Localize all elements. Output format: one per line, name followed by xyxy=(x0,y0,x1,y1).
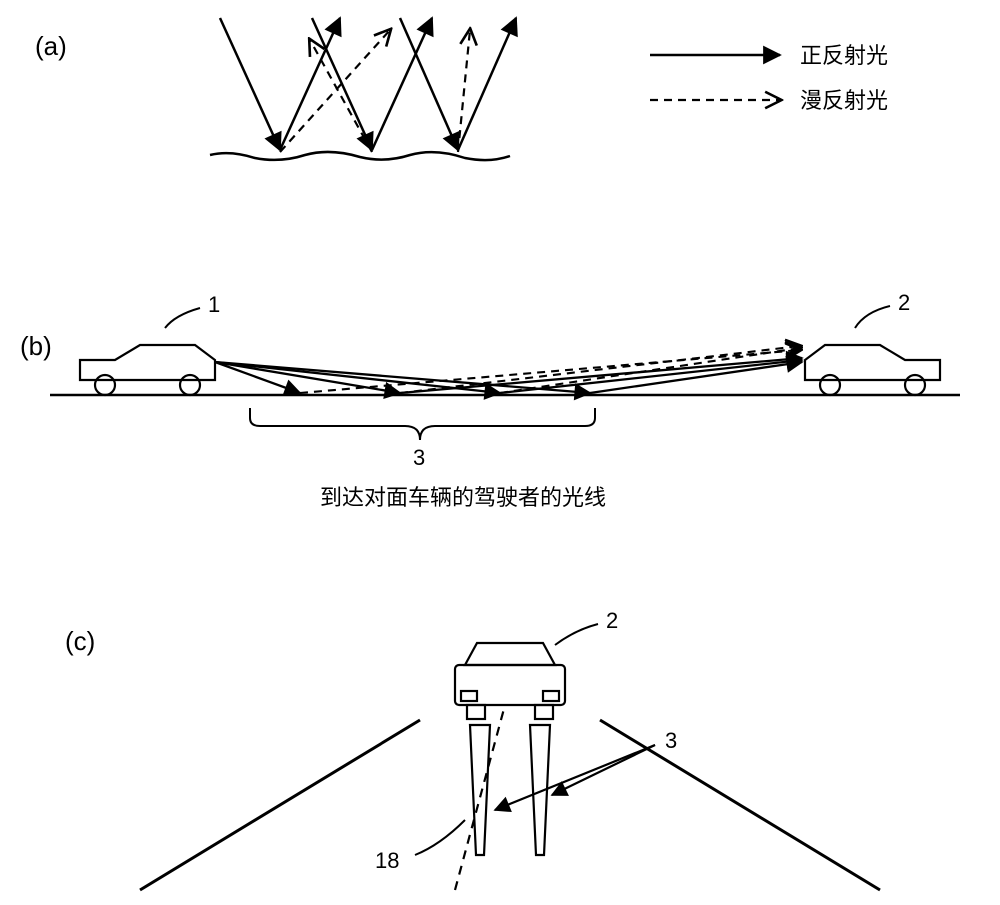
ref1-label: 1 xyxy=(208,292,220,317)
panel-b: (b) 1 2 xyxy=(20,290,960,510)
panel-c: (c) 2 3 xyxy=(65,608,880,890)
right-car xyxy=(805,345,940,395)
rough-surface xyxy=(210,152,510,160)
ref2-leader xyxy=(855,306,890,328)
panel-b-caption: 到达对面车辆的驾驶者的光线 xyxy=(320,485,606,510)
legend-dashed-label: 漫反射光 xyxy=(800,88,888,113)
refc18-label: 18 xyxy=(375,848,399,873)
legend-solid-label: 正反射光 xyxy=(800,43,888,68)
refc2-label: 2 xyxy=(606,608,618,633)
specular-rays xyxy=(220,18,516,150)
ref3-label: 3 xyxy=(413,445,425,470)
diagram-root: (a) 正反射光 漫反射光 (b) xyxy=(0,0,1000,905)
refc3-label: 3 xyxy=(665,728,677,753)
panel-b-solid-rays xyxy=(215,358,802,393)
legend: 正反射光 漫反射光 xyxy=(650,43,888,113)
road-right xyxy=(600,720,880,890)
ref2-label: 2 xyxy=(898,290,910,315)
refc18-leader xyxy=(415,820,465,855)
panel-a: (a) 正反射光 漫反射光 xyxy=(35,18,888,160)
panel-c-letter: (c) xyxy=(65,626,95,656)
panel-b-letter: (b) xyxy=(20,331,52,361)
lane-line xyxy=(455,705,505,890)
refc3-arrows xyxy=(495,745,655,810)
left-car xyxy=(80,345,215,395)
rear-car xyxy=(455,643,565,719)
panel-a-letter: (a) xyxy=(35,31,67,61)
refc2-leader xyxy=(555,624,598,645)
ref1-leader xyxy=(165,308,200,328)
zone-brace xyxy=(250,408,595,440)
diffuse-rays xyxy=(280,30,470,152)
